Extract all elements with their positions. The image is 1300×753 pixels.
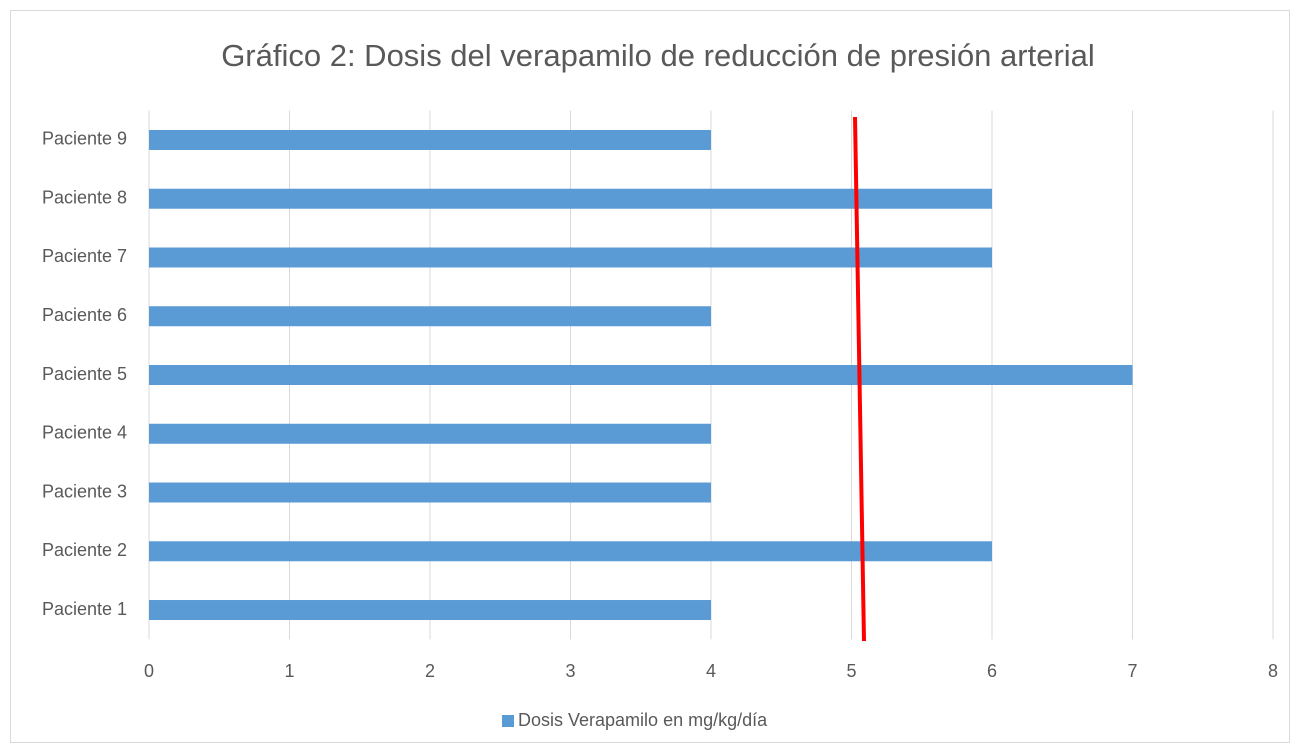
bar — [149, 365, 1133, 385]
chart-title: Gráfico 2: Dosis del verapamilo de reduc… — [221, 38, 1095, 73]
bar — [149, 600, 711, 621]
y-tick-label: Paciente 6 — [42, 305, 127, 325]
x-tick-label: 5 — [846, 661, 856, 681]
y-tick-label: Paciente 3 — [42, 481, 127, 501]
y-tick-label: Paciente 7 — [42, 246, 127, 266]
y-tick-label: Paciente 9 — [42, 129, 127, 149]
y-tick-label: Paciente 8 — [42, 187, 127, 207]
plot-area: 0 1 2 3 4 5 6 7 8 Paciente 1 Paciente 2 Paciente 3 P… — [42, 110, 1278, 730]
legend-label: Dosis Verapamilo en mg/kg/día — [518, 710, 768, 730]
x-tick-label: 7 — [1127, 661, 1137, 681]
x-tick-label: 4 — [706, 661, 716, 681]
y-tick-label: Paciente 4 — [42, 423, 127, 443]
legend-swatch — [502, 715, 514, 727]
bar — [149, 482, 711, 503]
bar — [149, 541, 992, 562]
x-tick-label: 1 — [284, 661, 294, 681]
annotation-line — [853, 116, 866, 642]
x-tick-label: 0 — [144, 661, 154, 681]
x-tick-label: 3 — [565, 661, 575, 681]
y-tick-label: Paciente 5 — [42, 364, 127, 384]
bar — [149, 188, 992, 209]
y-tick-label: Paciente 2 — [42, 540, 127, 560]
bar — [149, 423, 711, 444]
x-tick-label: 6 — [987, 661, 997, 681]
bar — [149, 247, 992, 268]
y-tick-label: Paciente 1 — [42, 599, 127, 619]
x-tick-label: 2 — [425, 661, 435, 681]
x-tick-label: 8 — [1268, 661, 1278, 681]
bar — [149, 306, 711, 327]
bar — [149, 129, 711, 150]
